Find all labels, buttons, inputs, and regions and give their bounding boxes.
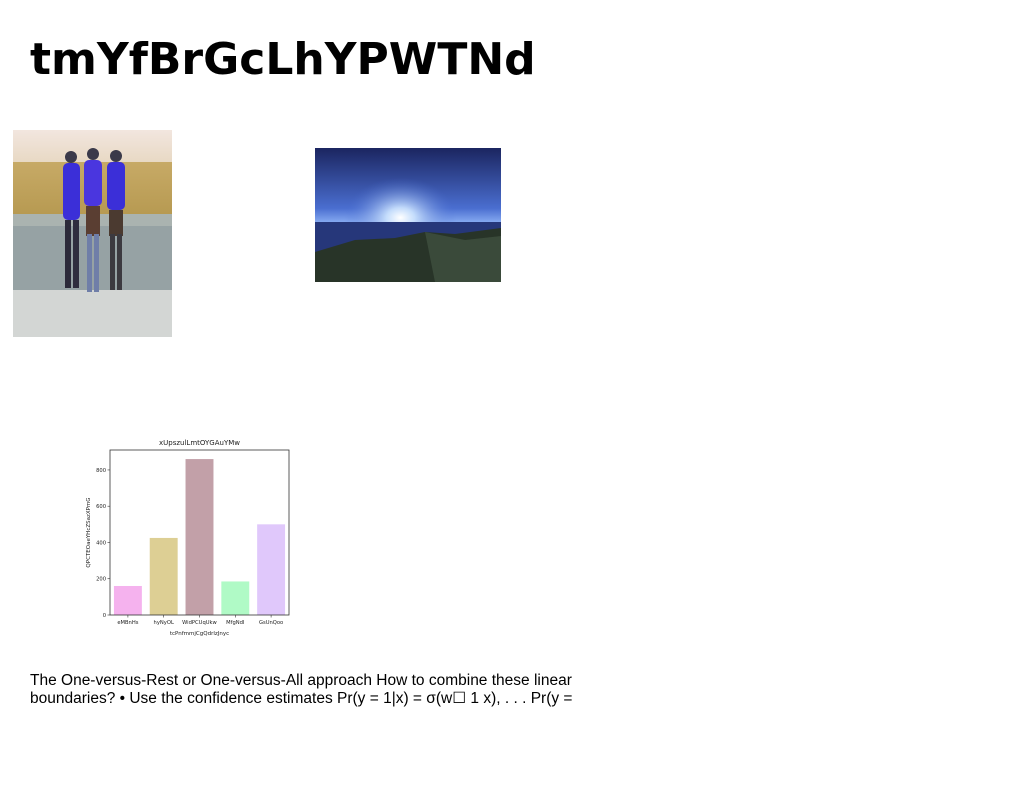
three-people-on-wall-photo bbox=[13, 130, 172, 337]
chart-title: xUpszulLmtOYGAuYMw bbox=[159, 439, 240, 447]
bar-WidPCUqUkw bbox=[185, 459, 214, 615]
blue-seaside-sunset-photo bbox=[315, 148, 501, 282]
y-tick-label: 800 bbox=[96, 468, 106, 474]
y-tick-label: 600 bbox=[96, 504, 106, 510]
chart-frame bbox=[109, 449, 290, 616]
y-tick-label: 400 bbox=[96, 540, 106, 546]
x-tick-label: MfgNdI bbox=[226, 620, 245, 626]
page-title: tmYfBrGcLhYPWTNd bbox=[30, 34, 536, 85]
chart-y-axis-label: QPCTEOaeYHcZSazXPmG bbox=[86, 497, 92, 567]
x-tick-label: hyNyOL bbox=[154, 620, 174, 626]
bar-chart: eMBnHs hyNyOL WidPCUqUkw MfgNdI GsUnQoo 0 200 4… bbox=[80, 434, 300, 644]
bar-GsUnQoo bbox=[257, 524, 286, 615]
y-tick-label: 200 bbox=[96, 577, 106, 583]
chart-x-axis-label: tcPnfmmjCgQdrlzJnyc bbox=[170, 631, 229, 637]
x-tick-label: eMBnHs bbox=[117, 620, 138, 626]
y-tick-label: 0 bbox=[103, 613, 106, 619]
bar-eMBnHs bbox=[113, 585, 142, 615]
x-tick-label: GsUnQoo bbox=[259, 620, 283, 626]
body-text: The One-versus-Rest or One-versus-All ap… bbox=[30, 672, 573, 707]
x-tick-label: WidPCUqUkw bbox=[182, 620, 217, 626]
bar-MfgNdI bbox=[221, 581, 250, 615]
bar-hyNyOL bbox=[149, 537, 178, 615]
